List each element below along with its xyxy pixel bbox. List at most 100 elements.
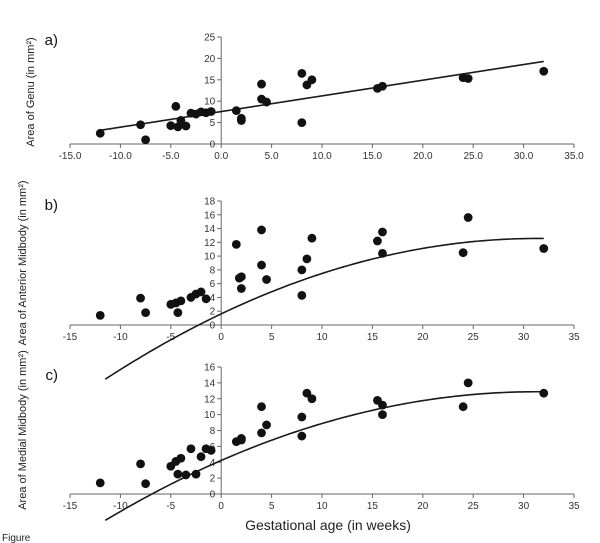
- y-tick-label: 25: [204, 33, 216, 44]
- x-tick-label: 10: [316, 501, 328, 512]
- x-tick-label: -15.0: [59, 151, 82, 162]
- y-tick-label: 8: [210, 426, 216, 437]
- data-point: [236, 284, 246, 293]
- data-point: [236, 435, 246, 445]
- y-tick-label: 8: [210, 265, 216, 276]
- y-tick-label: 10: [204, 252, 216, 263]
- data-point: [257, 428, 266, 438]
- y-tick-label: 4: [210, 293, 216, 304]
- x-tick-label: 15: [367, 501, 379, 512]
- data-point: [196, 287, 206, 297]
- data-point: [257, 79, 266, 89]
- x-tick-label: 0.0: [214, 151, 228, 162]
- y-tick-label: 2: [210, 474, 216, 485]
- y-axis-title: Area of Genu (in mm²): [25, 37, 37, 146]
- x-tick-label: 0: [218, 501, 224, 512]
- data-point: [171, 101, 181, 111]
- data-point: [206, 445, 216, 455]
- data-point: [176, 453, 186, 463]
- y-tick-label: 18: [204, 197, 216, 208]
- panel-label: a): [45, 32, 58, 49]
- x-tick-label: -5: [166, 501, 175, 512]
- y-tick-label: 0: [210, 140, 216, 151]
- data-point: [181, 470, 191, 480]
- data-point: [186, 444, 196, 454]
- data-point: [206, 107, 216, 116]
- data-point: [191, 469, 201, 479]
- data-point: [236, 272, 246, 282]
- x-tick-label: 30: [518, 501, 530, 512]
- data-point: [297, 265, 307, 275]
- data-point: [297, 412, 307, 422]
- data-point: [141, 479, 151, 489]
- data-point: [297, 68, 307, 78]
- x-tick-label: 10: [316, 332, 328, 343]
- x-tick-label: -5: [166, 332, 175, 343]
- y-tick-label: 0: [210, 321, 216, 332]
- data-point: [136, 120, 145, 130]
- x-tick-label: 35.0: [564, 151, 584, 162]
- data-point: [257, 260, 266, 270]
- panel-label: c): [46, 367, 59, 384]
- data-point: [302, 254, 312, 264]
- data-point: [378, 81, 387, 91]
- data-point: [236, 116, 246, 125]
- x-tick-label: 20.0: [413, 151, 433, 162]
- x-tick-label: 15.0: [363, 151, 383, 162]
- data-point: [458, 402, 468, 412]
- data-point: [262, 420, 271, 430]
- x-tick-label: 5: [269, 332, 275, 343]
- trend-line: [100, 60, 544, 132]
- data-point: [176, 116, 186, 125]
- y-tick-label: 16: [204, 363, 216, 374]
- x-tick-label: 0: [218, 332, 224, 343]
- data-point: [196, 452, 206, 462]
- x-tick-label: -15: [63, 501, 78, 512]
- data-point: [173, 469, 183, 479]
- data-point: [378, 227, 387, 237]
- data-point: [297, 431, 307, 441]
- data-point: [539, 388, 549, 398]
- data-point: [378, 400, 387, 410]
- data-point: [307, 75, 317, 85]
- panel-1: a) Area of Genu (in mm²) -15.0 -10.0 -5.0 0.0…: [25, 32, 584, 162]
- y-tick-label: 12: [204, 238, 216, 249]
- y-tick-label: 20: [204, 54, 216, 65]
- data-point: [95, 310, 105, 320]
- data-point: [297, 118, 307, 127]
- x-tick-label: 25: [468, 501, 480, 512]
- data-point: [136, 459, 145, 469]
- data-point: [458, 248, 468, 258]
- y-tick-label: 14: [204, 224, 216, 235]
- x-tick-label: 15: [367, 332, 379, 343]
- x-tick-label: -5.0: [162, 151, 180, 162]
- x-tick-label: -10: [113, 501, 128, 512]
- x-tick-label: -15: [63, 332, 78, 343]
- data-point: [262, 275, 271, 284]
- data-point: [262, 97, 271, 107]
- data-point: [231, 106, 241, 116]
- y-tick-label: 16: [204, 210, 216, 221]
- y-tick-label: 15: [204, 75, 216, 86]
- data-point: [173, 308, 183, 317]
- x-axis-title: Gestational age (in weeks): [245, 517, 411, 533]
- y-tick-label: 5: [210, 118, 216, 129]
- x-tick-label: -10: [113, 332, 128, 343]
- data-point: [201, 294, 211, 304]
- data-point: [378, 248, 387, 258]
- x-tick-label: 30.0: [514, 151, 534, 162]
- x-tick-label: 5: [269, 501, 275, 512]
- trend-line: [104, 390, 544, 522]
- data-point: [181, 121, 191, 131]
- data-point: [307, 394, 317, 404]
- y-tick-label: 12: [204, 394, 216, 405]
- data-point: [141, 308, 151, 317]
- y-tick-label: 4: [210, 458, 216, 469]
- data-point: [141, 135, 151, 145]
- data-point: [176, 296, 186, 306]
- trend-line: [104, 237, 544, 380]
- data-point: [257, 225, 266, 235]
- y-tick-label: 10: [204, 410, 216, 421]
- data-point: [95, 128, 105, 138]
